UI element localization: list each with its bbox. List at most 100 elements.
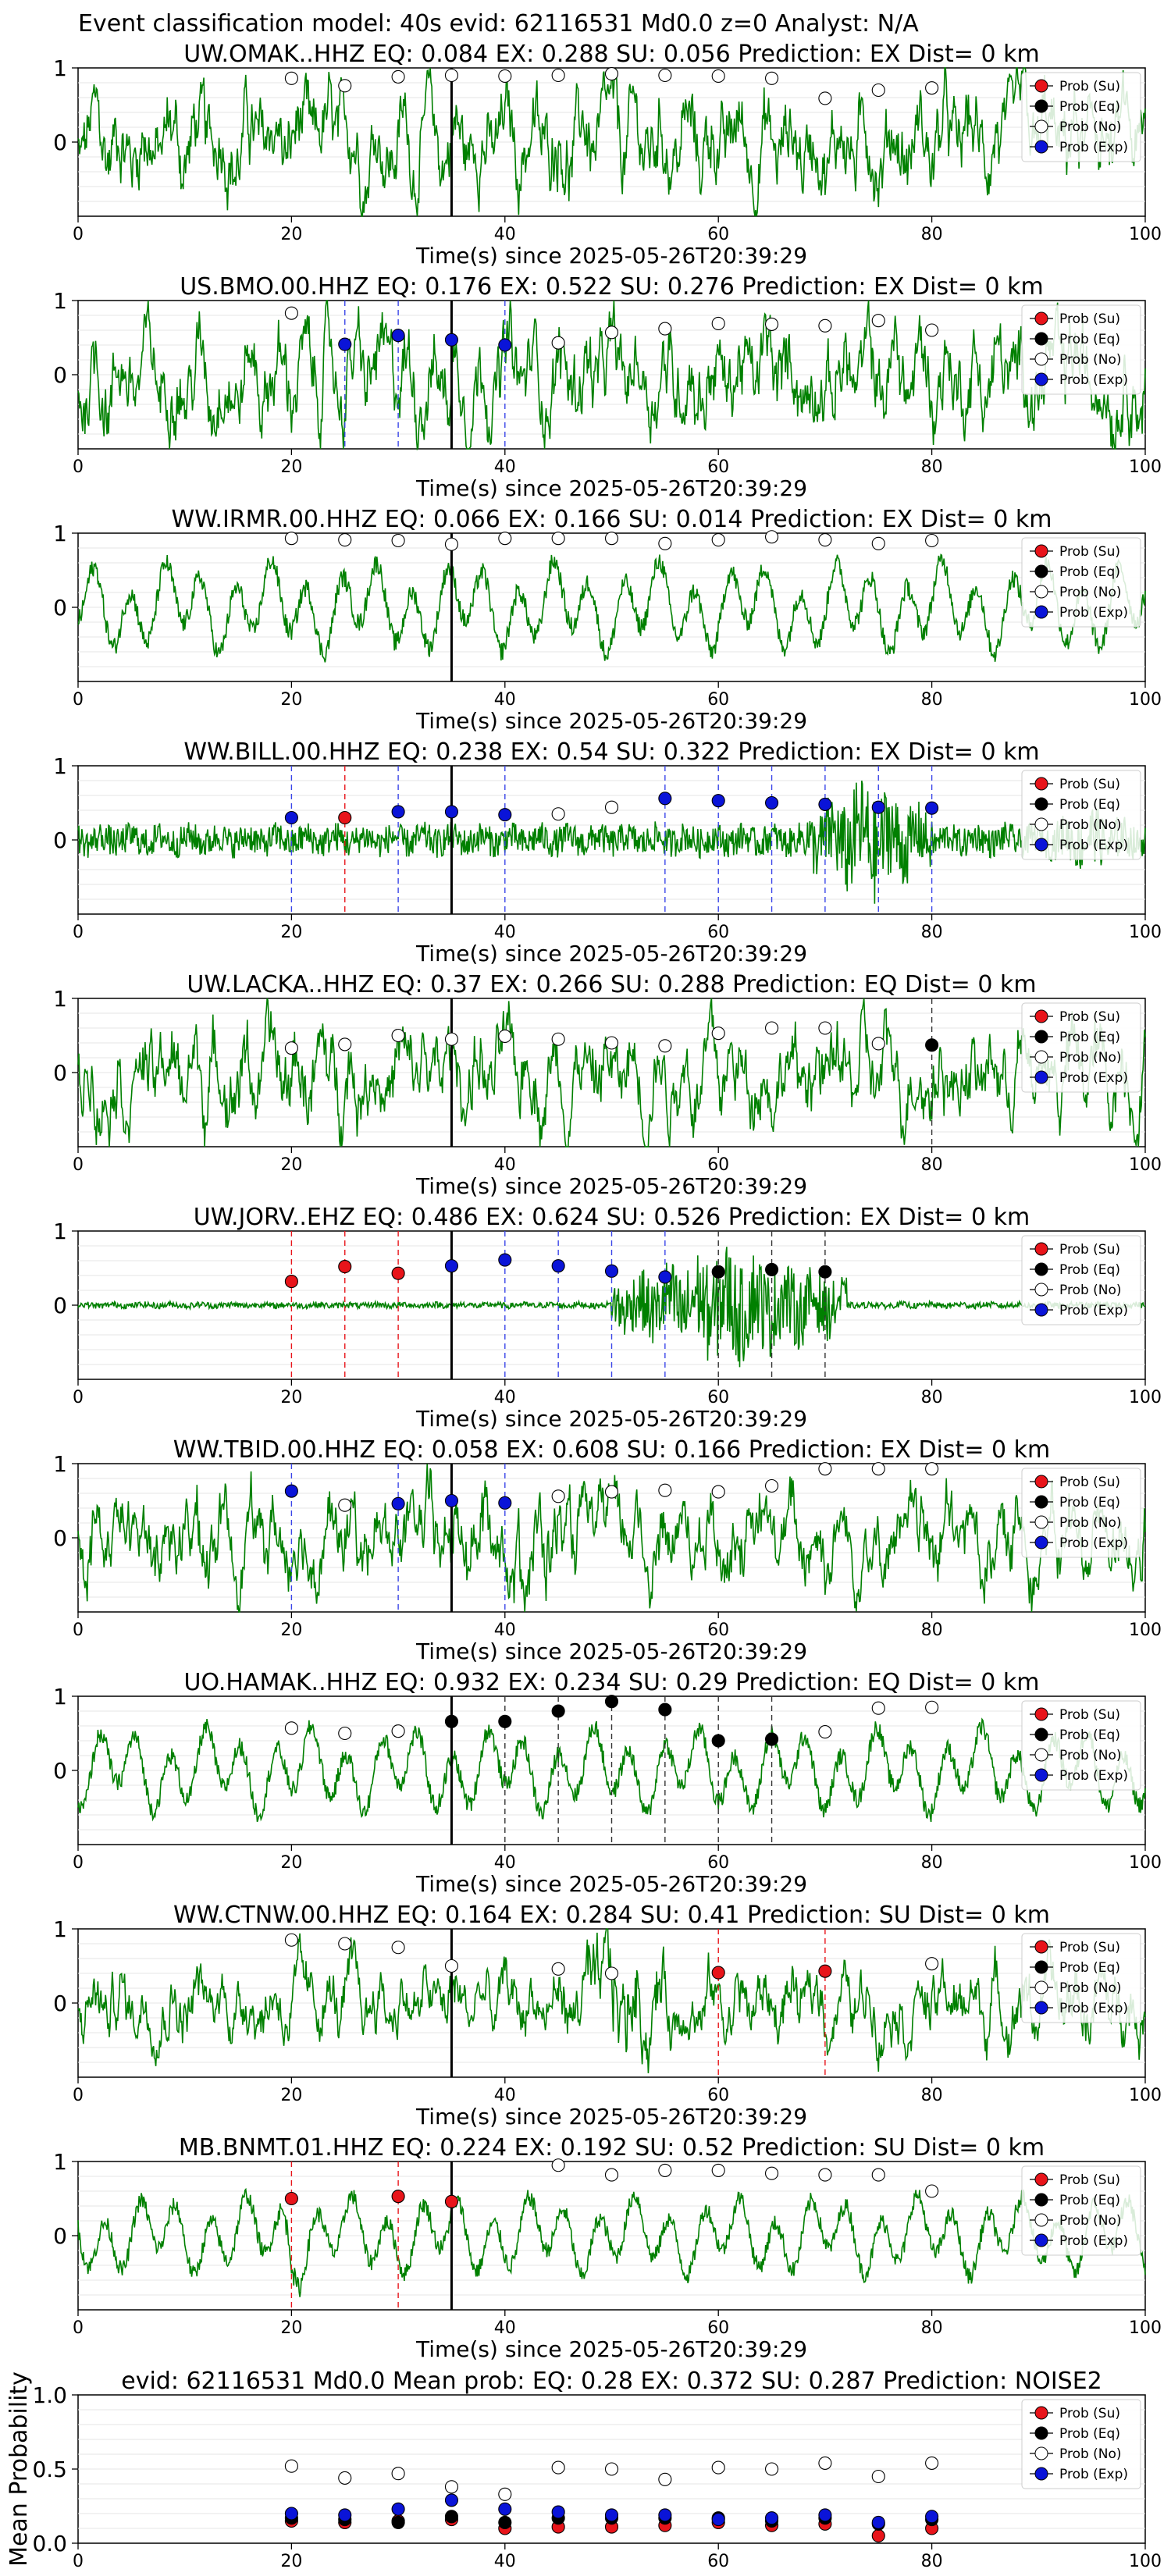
legend-label: Prob (Eq) bbox=[1059, 2193, 1120, 2208]
x-tick-label: 100 bbox=[1129, 923, 1162, 942]
x-tick-label: 40 bbox=[494, 2086, 516, 2105]
legend-marker bbox=[1034, 1475, 1048, 1489]
prob-point-no bbox=[284, 1933, 298, 1947]
panel-title: UW.OMAK..HHZ EQ: 0.084 EX: 0.288 SU: 0.0… bbox=[183, 41, 1039, 68]
y-tick-label: 1 bbox=[53, 2149, 67, 2175]
legend-marker bbox=[1034, 372, 1048, 386]
x-axis-label: Time(s) since 2025-05-26T20:39:29 bbox=[415, 2336, 807, 2362]
x-axis-label: Time(s) since 2025-05-26T20:39:29 bbox=[415, 1871, 807, 1897]
legend-marker bbox=[1034, 1262, 1048, 1276]
legend-label: Prob (Eq) bbox=[1059, 564, 1120, 580]
x-tick-label: 100 bbox=[1129, 1388, 1162, 1407]
legend-label: Prob (Exp) bbox=[1059, 2233, 1128, 2249]
legend-marker bbox=[1034, 2467, 1048, 2481]
legend-label: Prob (Eq) bbox=[1059, 99, 1120, 115]
prob-point-exp bbox=[444, 333, 459, 347]
mean-point-exp bbox=[551, 2505, 565, 2519]
x-tick-label: 80 bbox=[921, 1853, 943, 1873]
prob-point-eq bbox=[551, 1704, 565, 1718]
panel-5: UW.LACKA..HHZ EQ: 0.37 EX: 0.266 SU: 0.2… bbox=[53, 971, 1162, 1199]
prob-point-eq bbox=[925, 1038, 939, 1052]
legend-marker bbox=[1034, 1707, 1048, 1721]
prob-point-exp bbox=[391, 805, 405, 819]
legend: Prob (Su) Prob (Eq) Prob (No) Prob (Exp) bbox=[1021, 1235, 1141, 1325]
legend-label: Prob (Exp) bbox=[1059, 140, 1128, 155]
x-tick-label: 100 bbox=[1129, 225, 1162, 244]
prob-point-eq bbox=[604, 1695, 619, 1709]
mean-point-no bbox=[391, 2467, 405, 2481]
x-tick-label: 100 bbox=[1129, 1853, 1162, 1873]
panel-1: UW.OMAK..HHZ EQ: 0.084 EX: 0.288 SU: 0.0… bbox=[53, 41, 1162, 269]
prob-point-eq bbox=[711, 1734, 725, 1748]
x-tick-label: 100 bbox=[1129, 457, 1162, 477]
legend-label: Prob (Exp) bbox=[1059, 372, 1128, 388]
legend-marker bbox=[1034, 79, 1048, 93]
mean-point-exp bbox=[338, 2508, 352, 2522]
x-tick-label: 0 bbox=[73, 690, 84, 710]
prob-point-exp bbox=[498, 338, 512, 352]
prob-point-eq bbox=[711, 1265, 725, 1279]
prob-point-no bbox=[391, 1724, 405, 1738]
legend-marker bbox=[1034, 2213, 1048, 2227]
prob-point-su bbox=[444, 2194, 459, 2208]
legend-label: Prob (No) bbox=[1059, 1748, 1122, 1763]
prob-point-no bbox=[818, 318, 832, 333]
legend-marker bbox=[1034, 1009, 1048, 1023]
y-tick-label: 1 bbox=[53, 1451, 67, 1477]
waveform-trace bbox=[77, 780, 1146, 904]
x-tick-label: 80 bbox=[921, 923, 943, 942]
legend-label: Prob (Su) bbox=[1059, 1940, 1120, 1955]
y-tick-label: 1 bbox=[53, 1219, 67, 1244]
x-tick-label: 60 bbox=[707, 923, 729, 942]
legend-label: Prob (Exp) bbox=[1059, 1535, 1128, 1551]
legend-frame bbox=[1021, 2399, 1141, 2489]
prob-point-no bbox=[498, 1029, 512, 1043]
legend-label: Prob (Exp) bbox=[1059, 1768, 1128, 1784]
prob-point-no bbox=[284, 1721, 298, 1735]
legend-marker bbox=[1034, 585, 1048, 599]
legend-marker bbox=[1034, 1242, 1048, 1256]
panel-title: WW.TBID.00.HHZ EQ: 0.058 EX: 0.608 SU: 0… bbox=[173, 1436, 1050, 1464]
x-tick-label: 0 bbox=[73, 1621, 84, 1640]
mean-point-su bbox=[871, 2528, 885, 2543]
legend-label: Prob (No) bbox=[1059, 817, 1122, 833]
prob-point-su bbox=[338, 1260, 352, 1274]
x-axis-label: Time(s) since 2025-05-26T20:39:29 bbox=[415, 1406, 807, 1432]
y-tick-label: 0 bbox=[53, 827, 67, 853]
prob-point-no bbox=[551, 336, 565, 350]
prob-point-exp bbox=[925, 801, 939, 815]
legend-marker bbox=[1034, 1515, 1048, 1529]
prob-point-no bbox=[711, 2163, 725, 2177]
legend: Prob (Su) Prob (Eq) Prob (No) Prob (Exp) bbox=[1021, 537, 1141, 628]
legend-label: Prob (Exp) bbox=[1059, 2467, 1128, 2482]
prob-point-no bbox=[711, 1485, 725, 1499]
prob-point-no bbox=[764, 71, 779, 85]
x-tick-label: 0 bbox=[73, 457, 84, 477]
x-tick-label: 40 bbox=[494, 690, 516, 710]
panel-title: UW.JORV..EHZ EQ: 0.486 EX: 0.624 SU: 0.5… bbox=[194, 1204, 1030, 1231]
legend-frame bbox=[1021, 770, 1141, 860]
prob-point-no bbox=[551, 1032, 565, 1046]
legend-label: Prob (Su) bbox=[1059, 544, 1120, 560]
legend: Prob (Su) Prob (Eq) Prob (No) Prob (Exp) bbox=[1021, 1700, 1141, 1791]
x-tick-label: 40 bbox=[494, 923, 516, 942]
x-tick-label: 0 bbox=[73, 1388, 84, 1407]
panel-title: UW.LACKA..HHZ EQ: 0.37 EX: 0.266 SU: 0.2… bbox=[187, 971, 1036, 998]
legend-label: Prob (Eq) bbox=[1059, 1030, 1120, 1045]
x-tick-label: 80 bbox=[921, 690, 943, 710]
prob-point-no bbox=[658, 322, 672, 336]
prob-point-eq bbox=[818, 1265, 832, 1279]
legend-marker bbox=[1034, 838, 1048, 852]
x-tick-label: 40 bbox=[494, 2552, 516, 2571]
x-tick-label: 40 bbox=[494, 225, 516, 244]
prob-point-no bbox=[871, 314, 885, 328]
legend: Prob (Su) Prob (Eq) Prob (No) Prob (Exp) bbox=[1021, 304, 1141, 395]
x-tick-label: 0 bbox=[73, 2318, 84, 2338]
panel-8: UO.HAMAK..HHZ EQ: 0.932 EX: 0.234 SU: 0.… bbox=[53, 1669, 1162, 1897]
prob-point-no bbox=[711, 316, 725, 331]
x-tick-label: 60 bbox=[707, 1853, 729, 1873]
prob-point-no bbox=[444, 537, 459, 551]
prob-point-no bbox=[284, 306, 298, 320]
x-tick-label: 60 bbox=[707, 225, 729, 244]
legend: Prob (Su) Prob (Eq) Prob (No) Prob (Exp) bbox=[1021, 72, 1141, 162]
